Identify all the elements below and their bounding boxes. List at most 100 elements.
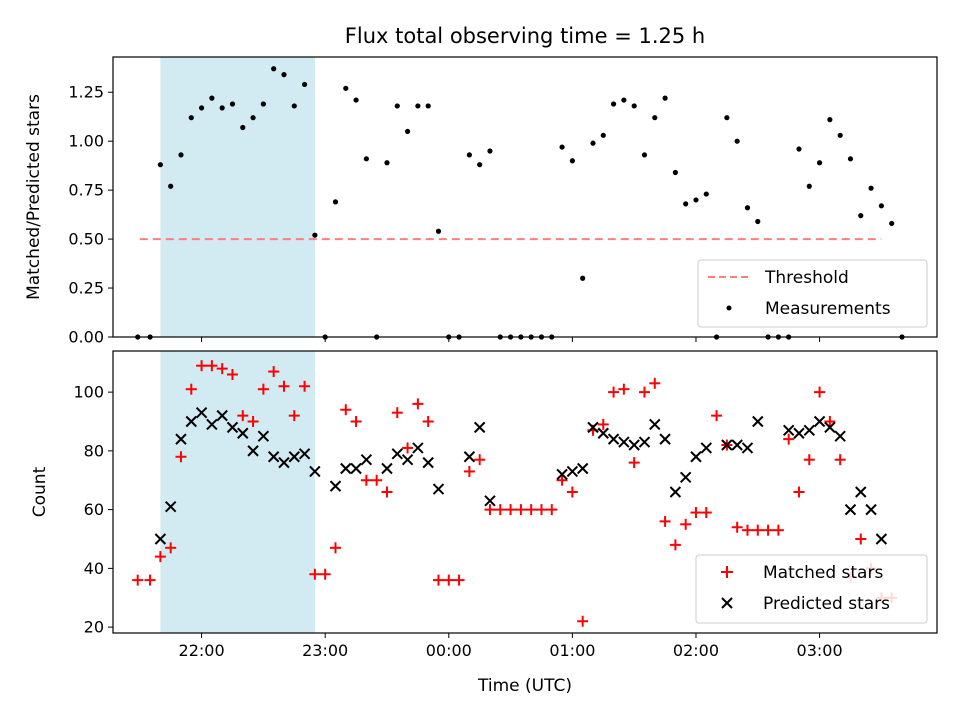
predicted-star-marker (587, 421, 599, 434)
bottom-y-tick-label: 80 (84, 441, 104, 460)
matched-star-marker (834, 454, 846, 466)
measurement-point (590, 140, 596, 146)
predicted-star-marker (360, 453, 373, 466)
predicted-star-marker (329, 480, 342, 492)
matched-star-marker (690, 507, 702, 519)
matched-star-marker (711, 410, 723, 422)
measurement-point (487, 148, 493, 154)
measurement-point (425, 103, 431, 109)
top-legend-box (697, 259, 928, 328)
measurement-point (343, 85, 349, 91)
predicted-star-marker (340, 462, 352, 475)
matched-star-marker (638, 386, 650, 398)
matched-star-marker (329, 542, 341, 554)
matched-star-marker (741, 524, 753, 536)
matched-star-marker (412, 398, 424, 410)
matched-star-marker (608, 386, 620, 398)
top-y-tick-label: 0.25 (68, 279, 104, 298)
legend-predicted-label: Predicted stars (763, 594, 890, 614)
predicted-star-marker (401, 453, 414, 466)
matched-star-marker (484, 504, 496, 516)
matched-star-marker (556, 474, 568, 486)
matched-star-marker (132, 574, 144, 586)
matched-star-marker (649, 377, 661, 389)
measurement-point (600, 132, 606, 138)
predicted-star-marker (278, 456, 290, 469)
measurement-point (796, 146, 802, 152)
predicted-star-marker (721, 439, 733, 451)
matched-star-marker (628, 457, 640, 469)
matched-star-marker (680, 518, 692, 530)
matched-star-marker (175, 451, 187, 463)
legend-measurements-swatch (726, 305, 732, 311)
legend-matched-swatch (721, 566, 733, 578)
matched-star-marker (669, 539, 681, 551)
matched-star-marker (793, 486, 805, 498)
predicted-star-marker (154, 533, 167, 545)
matched-star-marker (165, 542, 177, 554)
matched-star-marker (391, 407, 403, 419)
measurement-point (415, 103, 421, 109)
predicted-star-marker (803, 424, 815, 437)
predicted-star-marker (175, 433, 187, 445)
matched-star-marker (206, 360, 218, 372)
matched-star-marker (659, 515, 671, 527)
measurement-point (724, 115, 730, 121)
predicted-star-marker (855, 486, 867, 498)
matched-star-marker (597, 418, 609, 430)
predicted-star-marker (556, 468, 568, 481)
x-tick-label: 03:00 (797, 641, 843, 660)
legend-threshold-label: Threshold (764, 268, 849, 288)
measurement-point (394, 103, 400, 109)
predicted-star-marker (813, 415, 826, 428)
matched-star-marker (700, 507, 712, 519)
matched-star-marker (381, 486, 393, 498)
highlight-span (160, 57, 315, 337)
matched-star-marker (216, 363, 228, 375)
predicted-star-marker (473, 421, 486, 434)
matched-star-marker (803, 454, 815, 466)
matched-star-marker (432, 574, 444, 586)
measurement-point (301, 81, 308, 88)
matched-star-marker (422, 416, 434, 427)
predicted-star-marker (463, 451, 476, 463)
predicted-star-marker (793, 427, 805, 439)
measurement-point (580, 275, 586, 281)
matched-star-marker (783, 433, 795, 445)
measurement-point (683, 201, 689, 207)
top-y-axis-label: Matched/Predicted stars (24, 94, 44, 300)
measurement-point (806, 183, 812, 189)
predicted-star-marker (669, 486, 682, 498)
matched-star-marker (762, 524, 774, 536)
matched-star-marker (566, 486, 578, 498)
matched-star-marker (535, 504, 547, 516)
measurement-point (569, 158, 575, 164)
predicted-star-marker (432, 483, 445, 495)
measurement-point (652, 115, 658, 121)
measurement-point (219, 105, 225, 111)
predicted-star-marker (628, 439, 640, 451)
matched-star-marker (618, 383, 630, 395)
matched-star-marker (494, 504, 506, 516)
matched-star-marker (350, 416, 362, 427)
predicted-star-marker (566, 465, 579, 478)
predicted-star-marker (875, 533, 888, 545)
predicted-star-marker (824, 421, 836, 434)
predicted-star-marker (195, 406, 208, 419)
predicted-star-marker (164, 500, 177, 513)
predicted-star-marker (237, 427, 249, 439)
predicted-star-marker (206, 418, 218, 431)
matched-star-marker (360, 474, 372, 486)
predicted-star-marker (216, 409, 228, 422)
x-tick-label: 23:00 (302, 641, 348, 660)
predicted-star-marker (618, 436, 630, 448)
measurement-point (734, 138, 740, 144)
top-subplot: 0.00 0.25 0.50 0.75 1.00 1.25 Flux total obse… (24, 24, 938, 347)
chart-title: Flux total observing time = 1.25 h (345, 24, 705, 48)
predicted-star-marker (597, 427, 609, 439)
bottom-subplot: 20 40 60 80 100 22:00 23:00 00:00 01:00 02:00 03:… (30, 350, 938, 696)
matched-star-marker (288, 410, 300, 422)
matched-star-marker (268, 366, 280, 378)
matched-star-marker (453, 574, 465, 586)
predicted-star-marker (412, 442, 424, 454)
